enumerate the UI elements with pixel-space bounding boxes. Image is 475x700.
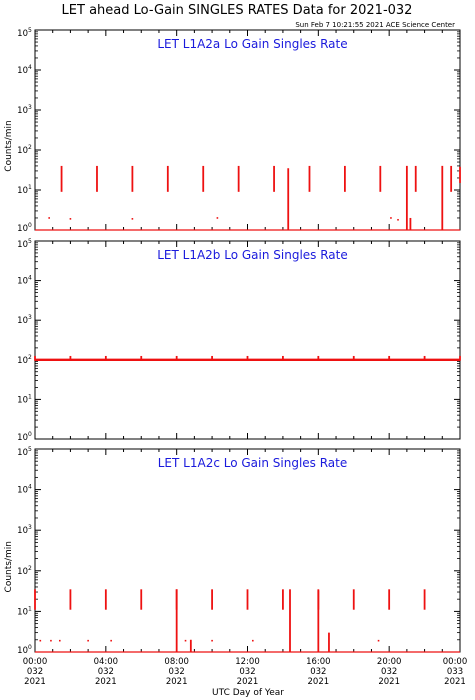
x-tick-doy: 032	[310, 667, 326, 677]
chart-title: LET ahead Lo-Gain SINGLES RATES Data for…	[62, 3, 413, 18]
y-tick-label: 10	[17, 433, 28, 443]
data-point	[184, 639, 187, 642]
x-tick-doy: 032	[27, 667, 43, 677]
x-tick-year: 2021	[308, 677, 330, 687]
y-tick-exponent: 4	[28, 275, 32, 282]
y-tick-exponent: 5	[28, 446, 32, 453]
data-point	[39, 639, 42, 642]
data-point	[216, 217, 219, 219]
y-tick-exponent: 2	[28, 565, 32, 572]
y-tick-label: 10	[17, 356, 28, 366]
y-tick-exponent: 2	[28, 354, 32, 361]
x-tick-time: 20:00	[377, 657, 402, 667]
x-tick-time: 04:00	[94, 657, 119, 667]
data-point	[390, 217, 392, 219]
y-tick-label: 10	[17, 567, 28, 577]
timestamp: Sun Feb 7 10:21:55 2021 ACE Science Cent…	[295, 21, 455, 29]
x-tick-time: 12:00	[235, 657, 260, 667]
y-tick-exponent: 1	[28, 393, 32, 400]
plot-frame	[34, 29, 461, 231]
y-tick-exponent: 2	[28, 144, 32, 151]
data-series	[34, 589, 460, 653]
y-tick-label: 10	[17, 395, 28, 405]
data-point	[110, 639, 112, 642]
y-tick-label: 10	[17, 486, 28, 496]
x-tick-time: 00:00	[23, 657, 48, 667]
x-tick-year: 2021	[24, 677, 46, 687]
data-point	[397, 218, 399, 221]
x-tick-time: 08:00	[164, 657, 189, 667]
data-point	[69, 218, 72, 220]
y-tick-label: 10	[17, 646, 28, 656]
x-tick-year: 2021	[378, 677, 400, 687]
panel-l1a2c: LET L1A2c Lo Gain Singles Rate Counts/mi…	[4, 446, 461, 656]
plot-frame	[34, 448, 461, 653]
x-tick-doy: 032	[98, 667, 114, 677]
x-tick-year: 2021	[95, 677, 117, 687]
plot-frame	[34, 240, 461, 440]
y-tick-label: 10	[17, 146, 28, 156]
y-tick-exponent: 1	[28, 184, 32, 191]
y-tick-exponent: 1	[28, 605, 32, 612]
data-series	[35, 165, 461, 231]
y-tick-label: 10	[17, 316, 28, 326]
x-tick-doy: 032	[381, 667, 397, 677]
x-tick-time: 00:00	[443, 657, 468, 667]
data-point	[211, 639, 213, 642]
y-tick-label: 10	[17, 448, 28, 458]
y-tick-label: 10	[17, 106, 28, 116]
y-tick-exponent: 3	[28, 104, 32, 111]
panel-title: LET L1A2c Lo Gain Singles Rate	[158, 456, 348, 470]
y-tick-label: 10	[17, 186, 28, 196]
y-tick-label: 10	[17, 526, 28, 536]
y-tick-label: 10	[17, 29, 28, 39]
data-point	[48, 217, 50, 219]
x-ticks	[34, 449, 461, 652]
y-tick-label: 10	[17, 277, 28, 287]
y-tick-label: 10	[17, 224, 28, 234]
y-tick-exponent: 4	[28, 64, 32, 71]
x-tick-year: 2021	[166, 677, 188, 687]
x-axis-label: UTC Day of Year	[212, 688, 284, 698]
y-tick-exponent: 3	[28, 314, 32, 321]
x-tick-year: 2021	[237, 677, 259, 687]
x-tick-doy: 032	[239, 667, 255, 677]
panel-title: LET L1A2a Lo Gain Singles Rate	[157, 37, 347, 51]
y-axis-label: Counts/min	[4, 541, 14, 592]
y-tick-exponent: 0	[28, 431, 32, 438]
panel-title: LET L1A2b Lo Gain Singles Rate	[157, 248, 348, 262]
x-ticks	[34, 241, 461, 439]
panel-l1a2a: LET L1A2a Lo Gain Singles Rate Counts/mi…	[4, 27, 461, 234]
data-point	[87, 639, 89, 642]
data-point	[58, 639, 61, 642]
y-axis-label: Counts/min	[4, 120, 14, 171]
y-tick-label: 10	[17, 607, 28, 617]
y-tick-exponent: 5	[28, 238, 32, 245]
y-tick-label: 10	[17, 66, 28, 76]
x-tick-doy: 032	[169, 667, 185, 677]
x-tick-time: 16:00	[306, 657, 331, 667]
y-tick-label: 10	[17, 240, 28, 250]
data-point	[377, 639, 380, 642]
x-tick-year: 2021	[444, 677, 466, 687]
y-tick-exponent: 0	[28, 644, 32, 651]
y-tick-exponent: 0	[28, 222, 32, 229]
x-tick-labels: 00:00032202104:00032202108:00032202112:0…	[23, 657, 468, 687]
x-ticks	[34, 30, 461, 230]
data-series	[34, 355, 461, 361]
data-point	[252, 639, 254, 642]
data-point	[131, 218, 134, 220]
y-tick-exponent: 3	[28, 524, 32, 531]
x-tick-doy: 033	[447, 667, 463, 677]
y-tick-exponent: 5	[28, 27, 32, 34]
y-tick-exponent: 4	[28, 484, 32, 491]
data-point	[50, 639, 52, 642]
